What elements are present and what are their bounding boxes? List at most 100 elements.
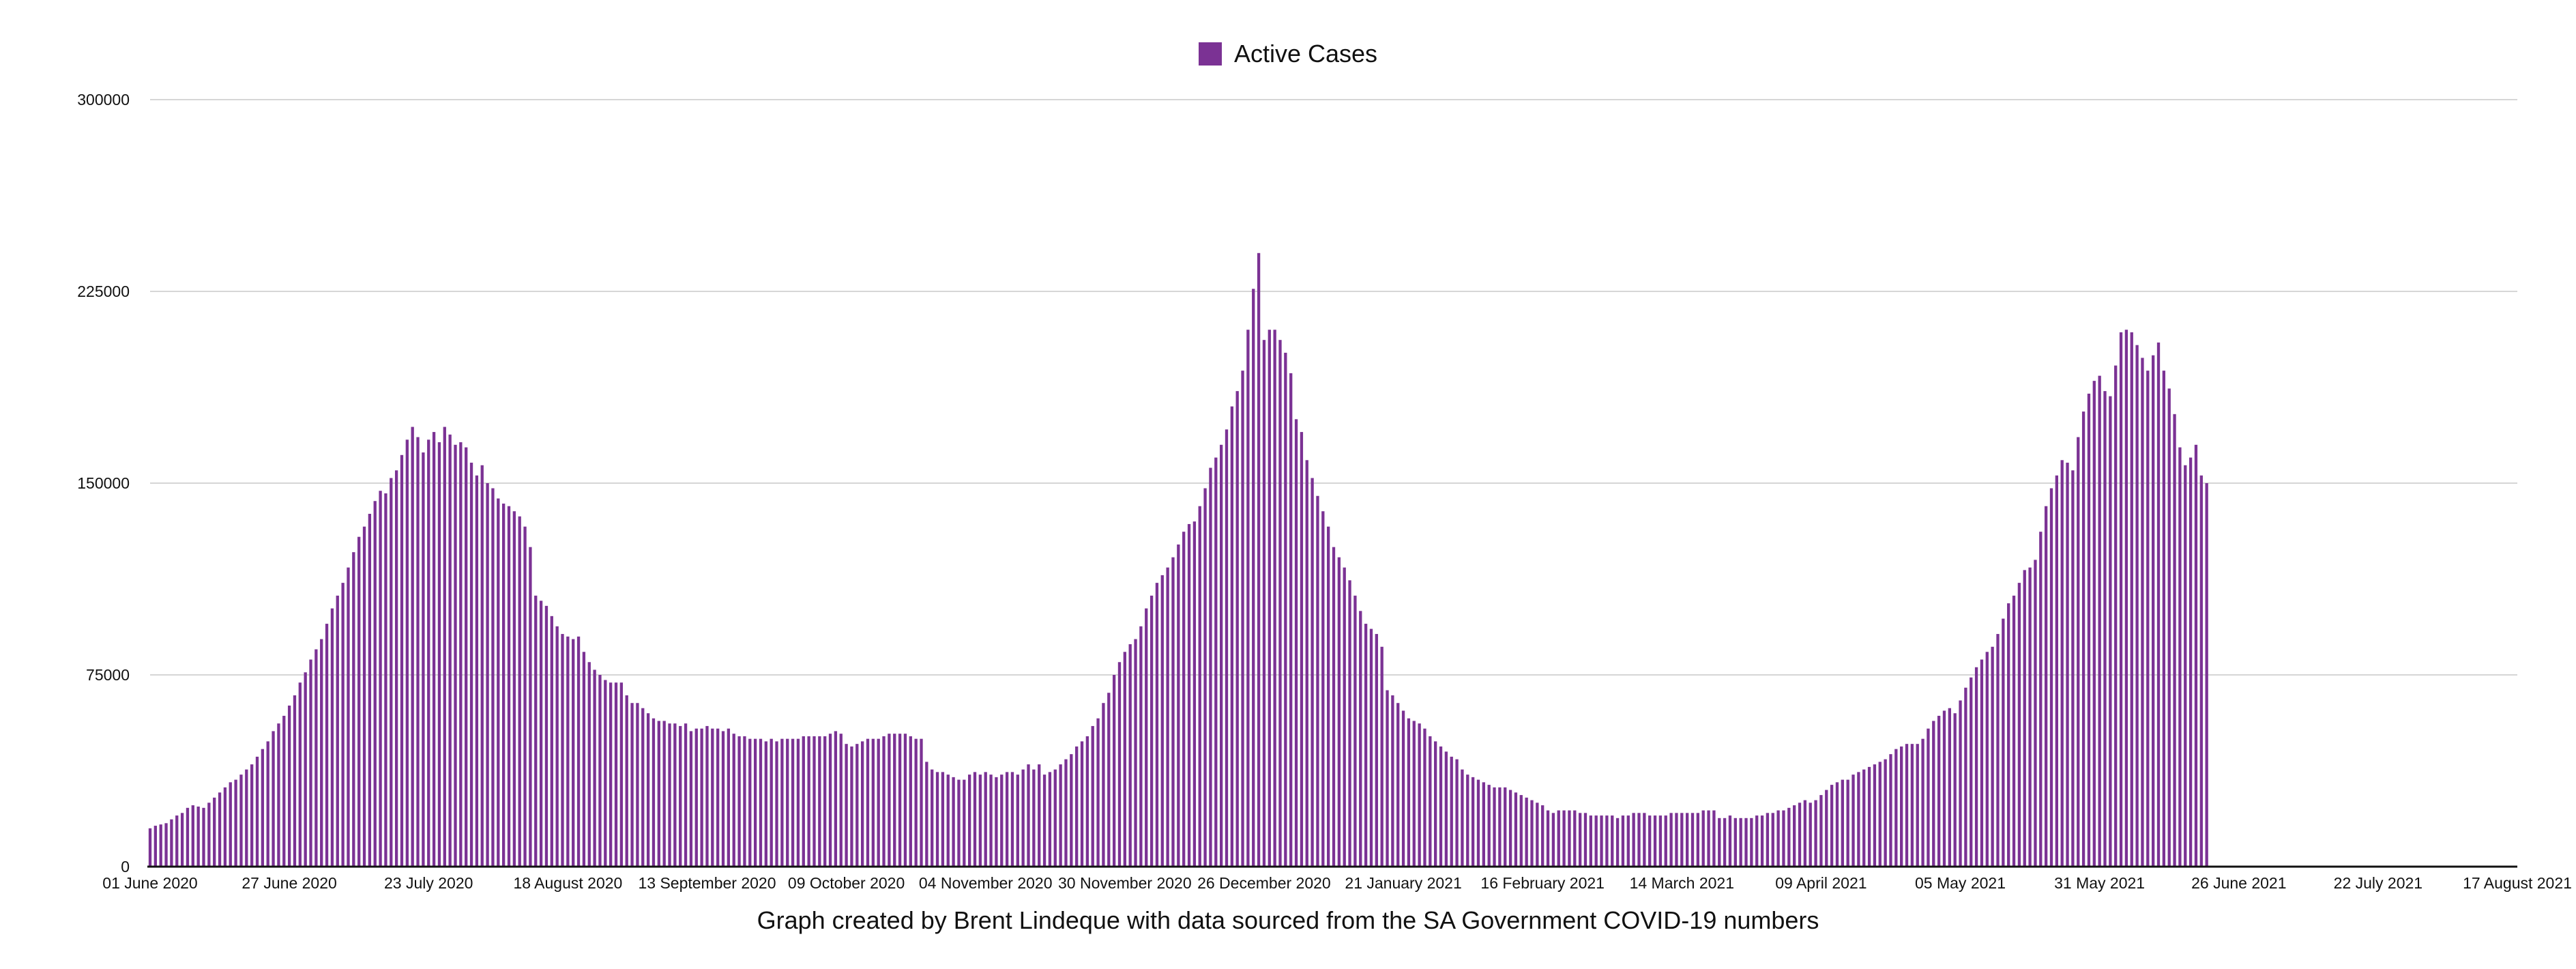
bar <box>1948 708 1951 867</box>
bar <box>2151 355 2155 867</box>
bar <box>1637 813 1641 867</box>
bar <box>1964 687 1967 867</box>
bar <box>1894 749 1898 867</box>
bar <box>641 708 645 867</box>
bar <box>1241 371 1244 867</box>
bar <box>2199 475 2203 867</box>
bar <box>534 595 538 867</box>
bar <box>1830 785 1834 867</box>
bar <box>2135 345 2139 867</box>
x-tick-label: 26 December 2020 <box>1197 874 1331 892</box>
bar <box>1053 769 1057 867</box>
bar <box>1862 769 1866 867</box>
bar <box>1921 738 1924 867</box>
bar <box>159 824 162 867</box>
bar <box>743 736 746 867</box>
bar <box>282 715 286 867</box>
bar <box>1332 547 1336 867</box>
bar <box>952 777 955 867</box>
bar <box>1905 744 1909 867</box>
bar <box>1583 813 1587 867</box>
bar <box>272 731 275 867</box>
bar <box>1102 703 1105 867</box>
bar <box>1658 815 1663 867</box>
bar <box>213 797 216 867</box>
bar <box>807 736 810 867</box>
bar <box>1278 340 1282 867</box>
bar <box>813 736 816 867</box>
bar <box>277 723 280 867</box>
bar <box>1974 667 1978 867</box>
bar <box>893 734 896 867</box>
bar <box>2077 437 2080 867</box>
bar <box>1434 741 1437 867</box>
bar <box>1857 772 1860 867</box>
bar <box>587 662 591 867</box>
bar <box>1551 813 1555 867</box>
bar <box>957 779 961 867</box>
y-tick-label: 150000 <box>77 474 130 492</box>
bar <box>1643 813 1646 867</box>
bar <box>1070 754 1073 867</box>
bar <box>1991 646 1994 867</box>
bar <box>2103 391 2107 867</box>
bar <box>1321 511 1325 867</box>
bar <box>823 736 827 867</box>
bar <box>1814 800 1817 867</box>
bar <box>1626 815 1630 867</box>
bar <box>1873 764 1877 867</box>
bar <box>501 503 506 867</box>
bar <box>427 439 430 867</box>
bar <box>1578 813 1582 867</box>
bar <box>2109 396 2112 867</box>
bar <box>1825 790 1828 867</box>
bar <box>727 728 731 867</box>
bar <box>480 465 484 867</box>
bar <box>411 426 414 867</box>
bar <box>1718 818 1721 867</box>
bar <box>694 728 698 867</box>
bar <box>705 725 709 867</box>
bar <box>989 775 993 867</box>
x-tick-label: 17 August 2021 <box>2463 874 2572 892</box>
bar <box>1005 772 1009 867</box>
x-tick-label: 18 August 2020 <box>513 874 622 892</box>
bar <box>1311 478 1314 867</box>
bar <box>1669 813 1673 867</box>
bar <box>1198 506 1201 867</box>
bar <box>1600 815 1603 867</box>
x-tick-label: 14 March 2021 <box>1630 874 1734 892</box>
bar <box>341 583 345 867</box>
bar <box>1776 810 1780 867</box>
bar <box>352 552 355 867</box>
bar <box>1337 557 1341 867</box>
bar <box>802 736 805 867</box>
bar <box>336 595 339 867</box>
bar <box>2173 414 2176 867</box>
bar <box>1268 330 1271 867</box>
bar <box>963 779 966 867</box>
bar <box>1412 721 1416 867</box>
bar <box>1359 611 1362 867</box>
bar <box>2060 460 2064 867</box>
y-axis-tick-labels: 0 75000 150000 225000 300000 <box>77 91 130 876</box>
bar <box>1733 818 1737 867</box>
bar <box>1942 710 1946 867</box>
bar <box>1605 815 1609 867</box>
bar <box>153 826 158 867</box>
bar <box>309 659 312 867</box>
bar <box>1128 644 1132 867</box>
bar <box>759 738 763 867</box>
bar <box>1038 764 1041 867</box>
bar <box>978 775 982 867</box>
bar <box>1878 762 1882 867</box>
bar <box>732 734 735 867</box>
bar <box>935 772 939 867</box>
bar <box>416 437 420 867</box>
bar <box>1536 802 1539 867</box>
bar <box>1080 741 1084 867</box>
bar <box>1664 815 1667 867</box>
legend-swatch <box>1198 42 1222 66</box>
bar <box>2130 332 2133 867</box>
